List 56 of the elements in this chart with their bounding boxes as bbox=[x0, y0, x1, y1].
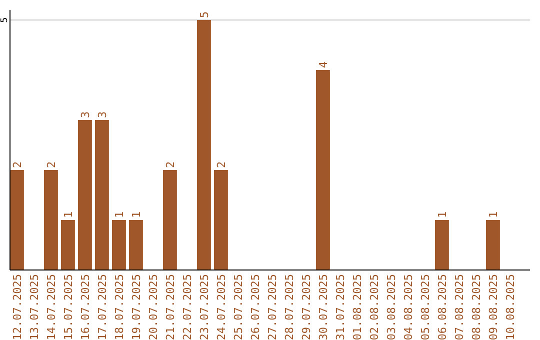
data-label: 3 bbox=[96, 111, 109, 118]
data-label: 2 bbox=[164, 161, 177, 168]
bar bbox=[163, 170, 177, 270]
x-tick-label: 16.07.2025 bbox=[78, 274, 92, 340]
data-label: 2 bbox=[10, 161, 24, 168]
bar bbox=[61, 220, 75, 270]
data-label: 3 bbox=[78, 111, 92, 118]
bar bbox=[129, 220, 143, 270]
data-label: 1 bbox=[130, 211, 143, 218]
bar bbox=[112, 220, 126, 270]
x-tick-label: 17.07.2025 bbox=[96, 274, 109, 340]
bar bbox=[95, 120, 109, 270]
x-tick-label: 07.08.2025 bbox=[452, 274, 466, 340]
x-tick-label: 12.07.2025 bbox=[10, 274, 24, 340]
bar bbox=[435, 220, 449, 270]
x-tick-label: 30.07.2025 bbox=[316, 274, 330, 340]
x-tick-label: 03.08.2025 bbox=[384, 274, 398, 340]
data-label: 4 bbox=[316, 61, 330, 68]
x-tick-label: 05.08.2025 bbox=[418, 274, 432, 340]
x-tick-label: 28.07.2025 bbox=[282, 274, 296, 340]
x-tick-label: 01.08.2025 bbox=[350, 274, 364, 340]
x-tick-label: 20.07.2025 bbox=[146, 274, 160, 340]
x-tick-label: 08.08.2025 bbox=[470, 274, 483, 340]
bar bbox=[197, 20, 211, 270]
x-tick-label: 27.07.2025 bbox=[266, 274, 279, 340]
data-label: 1 bbox=[486, 211, 500, 218]
bar bbox=[10, 170, 24, 270]
data-label: 2 bbox=[214, 161, 228, 168]
x-tick-label: 25.07.2025 bbox=[232, 274, 245, 340]
x-tick-label: 09.08.2025 bbox=[486, 274, 500, 340]
data-label: 1 bbox=[112, 211, 126, 218]
x-tick-label: 24.07.2025 bbox=[214, 274, 228, 340]
x-tick-label: 18.07.2025 bbox=[112, 274, 126, 340]
x-tick-label: 31.07.2025 bbox=[334, 274, 347, 340]
bar bbox=[44, 170, 58, 270]
bar bbox=[78, 120, 92, 270]
data-label: 2 bbox=[44, 161, 58, 168]
x-tick-label: 10.08.2025 bbox=[504, 274, 517, 340]
x-tick-label: 04.08.2025 bbox=[402, 274, 415, 340]
data-label: 1 bbox=[62, 211, 75, 218]
data-label: 1 bbox=[436, 211, 449, 218]
x-tick-label: 23.07.2025 bbox=[198, 274, 211, 340]
x-tick-label: 13.07.2025 bbox=[28, 274, 41, 340]
data-label: 5 bbox=[198, 11, 211, 18]
x-tick-label: 02.08.2025 bbox=[368, 274, 381, 340]
x-tick-label: 15.07.2025 bbox=[62, 274, 75, 340]
bar bbox=[214, 170, 228, 270]
bar bbox=[316, 70, 330, 270]
x-tick-label: 06.08.2025 bbox=[436, 274, 449, 340]
bar bbox=[486, 220, 500, 270]
x-tick-label: 29.07.2025 bbox=[300, 274, 313, 340]
x-tick-label: 22.07.2025 bbox=[180, 274, 194, 340]
x-tick-label: 19.07.2025 bbox=[130, 274, 143, 340]
x-tick-label: 26.07.2025 bbox=[248, 274, 262, 340]
x-tick-label: 21.07.2025 bbox=[164, 274, 177, 340]
x-tick-label: 14.07.2025 bbox=[44, 274, 58, 340]
